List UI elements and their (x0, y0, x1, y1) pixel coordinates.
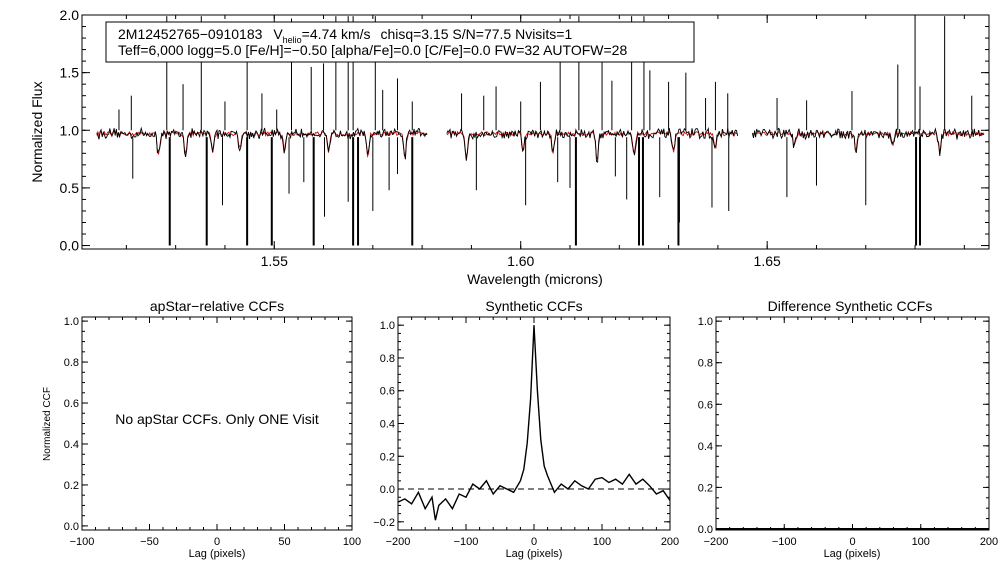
difference-ccf-y-ticks: 0.0 0.2 0.4 0.6 0.8 1.0 (698, 316, 989, 536)
difference-ccf-x-ticks: −200 −100 0 100 200 (704, 317, 998, 548)
synthetic-ccf-plot (397, 325, 671, 521)
difference-ccf-panel: Difference Synthetic CCFs 0.00.20.40.60.… (698, 298, 998, 560)
x-tick-label: 200 (661, 536, 679, 548)
synthetic-ccf-y-ticks: −0.2 0.0 0.2 0.4 0.6 0.8 1.0 (373, 316, 670, 531)
y-tick-label: 0.4 (380, 419, 395, 431)
y-tick-label: 0.8 (380, 353, 395, 365)
difference-ccf-frame (715, 316, 990, 531)
info-line-1: 2M12452765−0910183 Vhelio=4.74 km/s chis… (118, 26, 572, 45)
observed-spectrum-trace (96, 126, 428, 160)
apstar-ccf-y-label: Normalized CCF (42, 387, 53, 461)
apstar-ccf-y-ticks: 0.0 0.2 0.4 0.6 0.8 1.0 (64, 316, 352, 533)
y-tick-label: 0.0 (64, 521, 79, 533)
v-value: =4.74 km/s (302, 26, 371, 42)
apstar-ccf-x-label: Lag (pixels) (189, 548, 246, 560)
y-tick-label: 0.4 (698, 441, 713, 453)
no-ccf-annotation: No apStar CCFs. Only ONE Visit (115, 411, 319, 427)
synthetic-model-trace (446, 130, 738, 160)
x-tick-label: 0 (214, 536, 220, 548)
difference-ccf-title: Difference Synthetic CCFs (768, 298, 933, 314)
x-tick-label: 200 (980, 536, 998, 548)
y-tick-label: 0.6 (698, 399, 713, 411)
y-tick-label: 0.0 (698, 524, 713, 536)
y-tick-label: 0.5 (60, 180, 80, 196)
apstar-ccf-x-ticks: −100 −50 0 50 100 (70, 317, 361, 548)
x-tick-label: 1.65 (754, 253, 781, 269)
x-tick-label: 100 (593, 536, 611, 548)
spectrum-frame (81, 14, 990, 250)
y-tick-label: 1.0 (698, 316, 713, 328)
apstar-ccf-panel: apStar−relative CCFs 0.00.20.40.60.81.0 … (42, 298, 361, 560)
synthetic-ccf-panel: Synthetic CCFs −0.2 0.0 0.2 0.4 0.6 0.8 1.0 −2… (373, 298, 679, 560)
spectrum-y-label: Normalized Flux (29, 81, 45, 182)
y-tick-label: 2.0 (60, 7, 80, 23)
x-tick-label: −200 (386, 536, 411, 548)
x-tick-label: −50 (140, 536, 159, 548)
synthetic-ccf-line (397, 325, 671, 521)
x-tick-label: 50 (278, 536, 290, 548)
x-tick-label: 1.60 (507, 253, 534, 269)
synthetic-ccf-x-ticks: −200 −100 0 100 200 (386, 317, 679, 548)
spectrum-x-label: Wavelength (microns) (467, 271, 603, 287)
v-prefix: V (273, 26, 283, 42)
info-box: 2M12452765−0910183 Vhelio=4.74 km/s chis… (105, 21, 695, 63)
y-tick-label: 1.0 (380, 320, 395, 332)
x-tick-label: 100 (912, 536, 930, 548)
spectrum-panel: 0.0 0.5 1.0 1.5 2.0 1.55 1.60 1.65 Wavelength … (29, 7, 990, 287)
x-tick-label: 100 (343, 536, 361, 548)
y-tick-label: 0.4 (64, 439, 79, 451)
x-tick-label: −100 (454, 536, 479, 548)
y-tick-label: 0.6 (64, 398, 79, 410)
y-tick-label: 0.2 (698, 482, 713, 494)
spectrum-traces (96, 16, 985, 246)
star-id: 2M12452765−0910183 (118, 26, 263, 42)
x-tick-label: −100 (772, 536, 797, 548)
y-tick-label: −0.2 (373, 517, 395, 529)
y-tick-label: 0.8 (64, 357, 79, 369)
y-tick-label: 0.0 (60, 238, 80, 254)
spectrum-y-ticks: 0.0 0.5 1.0 1.5 2.0 (60, 7, 989, 254)
x-tick-label: 1.55 (261, 253, 288, 269)
y-tick-label: 1.0 (64, 316, 79, 328)
spectrum-x-ticks: 1.55 1.60 1.65 (125, 15, 965, 269)
x-tick-label: −100 (70, 536, 95, 548)
y-tick-label: 0.0 (380, 484, 395, 496)
y-tick-label: 1.5 (60, 65, 80, 81)
difference-ccf-x-label: Lag (pixels) (824, 548, 881, 560)
y-tick-label: 1.0 (60, 122, 80, 138)
info-box-frame (105, 21, 695, 63)
v-subscript: helio (283, 35, 302, 45)
y-tick-label: 0.8 (698, 358, 713, 370)
apstar-ccf-title: apStar−relative CCFs (150, 298, 284, 314)
observed-spectrum-trace (751, 127, 985, 156)
fit-stats: chisq=3.15 S/N=77.5 Nvisits=1 (380, 26, 572, 42)
x-tick-label: 0 (849, 536, 855, 548)
y-tick-label: 0.2 (380, 451, 395, 463)
x-tick-label: −200 (704, 536, 729, 548)
y-tick-label: 0.2 (64, 480, 79, 492)
y-tick-label: 0.6 (380, 386, 395, 398)
x-tick-label: 0 (531, 536, 537, 548)
info-line-2: Teff=6,000 logg=5.0 [Fe/H]=−0.50 [alpha/… (118, 42, 627, 58)
synthetic-ccf-frame (397, 316, 671, 531)
synthetic-ccf-x-label: Lag (pixels) (506, 548, 563, 560)
synthetic-ccf-title: Synthetic CCFs (485, 298, 582, 314)
observed-spectrum-trace (446, 127, 739, 163)
